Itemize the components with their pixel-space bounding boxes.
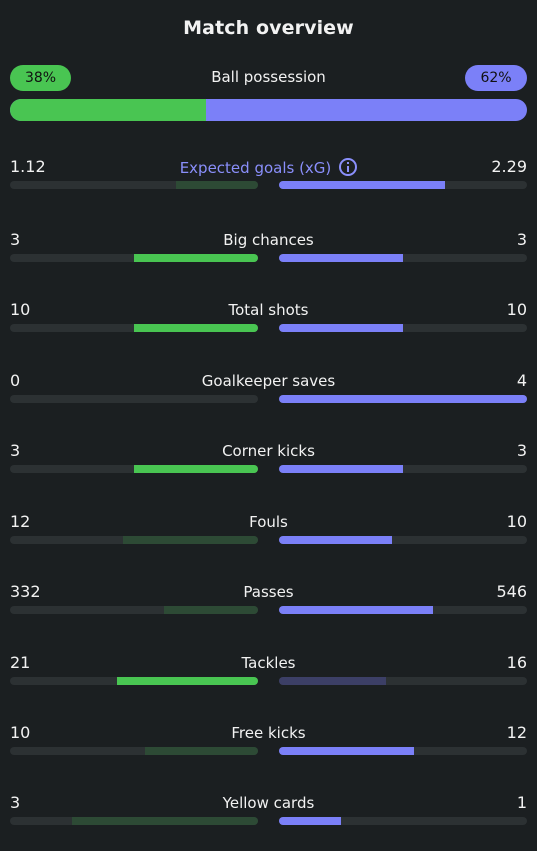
stat-row-yellow-cards: 3 Yellow cards 1 <box>0 793 537 841</box>
away-value: 16 <box>506 653 527 672</box>
away-bar-fill <box>279 465 403 473</box>
away-bar-track <box>279 606 527 614</box>
home-value: 10 <box>10 723 31 742</box>
home-bar-track <box>10 747 258 755</box>
away-value: 12 <box>506 723 527 742</box>
stat-row-total-shots: 10 Total shots 10 <box>0 300 537 348</box>
home-value: 3 <box>10 441 21 460</box>
stat-label-text: Yellow cards <box>222 794 315 812</box>
home-bar-track <box>10 181 258 189</box>
home-bar-fill <box>145 747 258 755</box>
home-bar-fill <box>134 254 258 262</box>
home-value: 3 <box>10 230 21 249</box>
home-value: 12 <box>10 512 31 531</box>
possession-bar <box>10 99 527 121</box>
stat-label: Tackles <box>0 654 537 672</box>
possession-bar-home-fill <box>10 99 207 121</box>
home-value: 0 <box>10 371 21 390</box>
home-possession-badge: 38% <box>10 65 71 91</box>
away-bar-track <box>279 465 527 473</box>
stat-label: Free kicks <box>0 724 537 742</box>
away-bar-fill <box>279 254 403 262</box>
away-bar-fill <box>279 817 341 825</box>
away-bar-fill <box>279 606 434 614</box>
stat-label: Goalkeeper saves <box>0 372 537 390</box>
stat-label-text: Big chances <box>223 231 314 249</box>
stat-row-passes: 332 Passes 546 <box>0 582 537 630</box>
home-bar-fill <box>176 181 258 189</box>
away-bar-track <box>279 324 527 332</box>
away-bar-track <box>279 395 527 403</box>
home-bar-fill <box>134 465 258 473</box>
home-bar-track <box>10 536 258 544</box>
stat-label-text: Fouls <box>249 513 288 531</box>
away-value: 1 <box>516 793 527 812</box>
home-bar-track <box>10 817 258 825</box>
stat-label: Passes <box>0 583 537 601</box>
away-value: 546 <box>496 582 527 601</box>
stat-label: Big chances <box>0 231 537 249</box>
stat-label[interactable]: Expected goals (xG) <box>0 158 537 177</box>
stat-row-xg: 1.12 Expected goals (xG) 2.29 <box>0 157 537 205</box>
home-bar-track <box>10 324 258 332</box>
home-bar-fill <box>134 324 258 332</box>
away-bar-fill <box>279 677 387 685</box>
home-bar-track <box>10 395 258 403</box>
stat-label-text: Free kicks <box>231 724 306 742</box>
stat-row-fouls: 12 Fouls 10 <box>0 512 537 560</box>
home-bar-track <box>10 254 258 262</box>
away-value: 10 <box>506 300 527 319</box>
home-bar-fill <box>122 536 258 544</box>
away-bar-track <box>279 747 527 755</box>
stat-label: Total shots <box>0 301 537 319</box>
home-bar-fill <box>72 817 258 825</box>
home-bar-fill <box>164 606 258 614</box>
away-value: 3 <box>516 230 527 249</box>
away-bar-fill <box>279 324 403 332</box>
home-bar-track <box>10 465 258 473</box>
stat-row-goalkeeper-saves: 0 Goalkeeper saves 4 <box>0 371 537 419</box>
home-bar-fill <box>117 677 258 685</box>
away-bar-fill <box>279 181 446 189</box>
info-icon[interactable] <box>339 158 358 176</box>
away-value: 4 <box>516 371 527 390</box>
stat-label-text: Tackles <box>241 654 296 672</box>
stat-label: Corner kicks <box>0 442 537 460</box>
home-value: 21 <box>10 653 31 672</box>
stat-row-corner-kicks: 3 Corner kicks 3 <box>0 441 537 489</box>
away-bar-fill <box>279 747 415 755</box>
away-value: 2.29 <box>491 157 527 176</box>
stat-label: Yellow cards <box>0 794 537 812</box>
stat-label-text: Expected goals (xG) <box>179 159 332 177</box>
stat-row-big-chances: 3 Big chances 3 <box>0 230 537 278</box>
away-bar-track <box>279 536 527 544</box>
home-value: 10 <box>10 300 31 319</box>
away-value: 10 <box>506 512 527 531</box>
page-title: Match overview <box>183 17 354 39</box>
home-bar-track <box>10 677 258 685</box>
home-value: 332 <box>10 582 41 601</box>
away-value: 3 <box>516 441 527 460</box>
away-bar-track <box>279 677 527 685</box>
away-bar-track <box>279 254 527 262</box>
away-bar-fill <box>279 536 392 544</box>
stat-label-text: Passes <box>243 583 294 601</box>
away-bar-fill <box>279 395 527 403</box>
home-value: 1.12 <box>10 157 46 176</box>
stat-label-text: Corner kicks <box>222 442 315 460</box>
stat-row-free-kicks: 10 Free kicks 12 <box>0 723 537 771</box>
stat-label-text: Goalkeeper saves <box>201 372 336 390</box>
away-bar-track <box>279 817 527 825</box>
away-possession-badge: 62% <box>465 65 527 91</box>
stat-row-tackles: 21 Tackles 16 <box>0 653 537 701</box>
home-value: 3 <box>10 793 21 812</box>
home-bar-track <box>10 606 258 614</box>
stat-label-text: Total shots <box>228 301 309 319</box>
stat-label: Fouls <box>0 513 537 531</box>
away-bar-track <box>279 181 527 189</box>
possession-label: Ball possession <box>211 68 326 86</box>
